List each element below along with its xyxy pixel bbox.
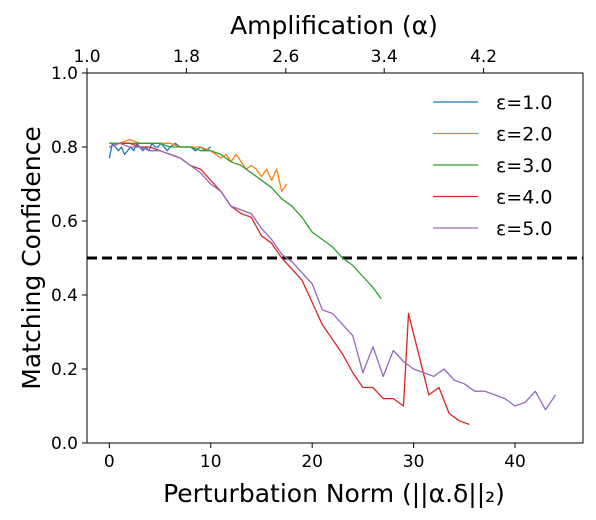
legend-label-3: ε=3.0 xyxy=(496,155,552,177)
series-line-4 xyxy=(109,142,470,426)
y-tick-label: 0.0 xyxy=(51,434,78,454)
legend: ε=1.0 ε=2.0 ε=3.0 ε=4.0 ε=5.0 xyxy=(433,92,552,240)
top-tick-label: 2.6 xyxy=(272,47,299,67)
y-axis-title: Matching Confidence xyxy=(17,126,46,389)
legend-label-5: ε=5.0 xyxy=(496,218,552,240)
y-tick-label: 0.8 xyxy=(51,138,78,158)
x-tick-label: 40 xyxy=(504,452,526,472)
legend-label-4: ε=4.0 xyxy=(496,187,552,209)
legend-label-1: ε=1.0 xyxy=(496,92,552,114)
top-tick-label: 4.2 xyxy=(470,47,497,67)
y-tick-label: 0.4 xyxy=(51,286,78,306)
y-tick-label: 0.2 xyxy=(51,360,78,380)
x-tick-label: 20 xyxy=(301,452,323,472)
top-tick-label: 1.0 xyxy=(73,47,100,67)
series-line-5 xyxy=(109,142,557,411)
series-line-3 xyxy=(109,142,382,300)
x-tick-label: 0 xyxy=(104,452,115,472)
plot-frame xyxy=(86,72,584,444)
x-tick-label: 10 xyxy=(200,452,222,472)
top-tick-label: 1.8 xyxy=(173,47,200,67)
y-tick-label: 0.6 xyxy=(51,212,78,232)
top-tick-label: 3.4 xyxy=(371,47,398,67)
top-axis-title: Amplification (α) xyxy=(230,11,438,40)
y-tick-label: 1.0 xyxy=(51,64,78,84)
legend-label-2: ε=2.0 xyxy=(496,124,552,146)
x-axis-title: Perturbation Norm (||α.δ||₂) xyxy=(163,479,505,508)
x-tick-label: 30 xyxy=(403,452,425,472)
